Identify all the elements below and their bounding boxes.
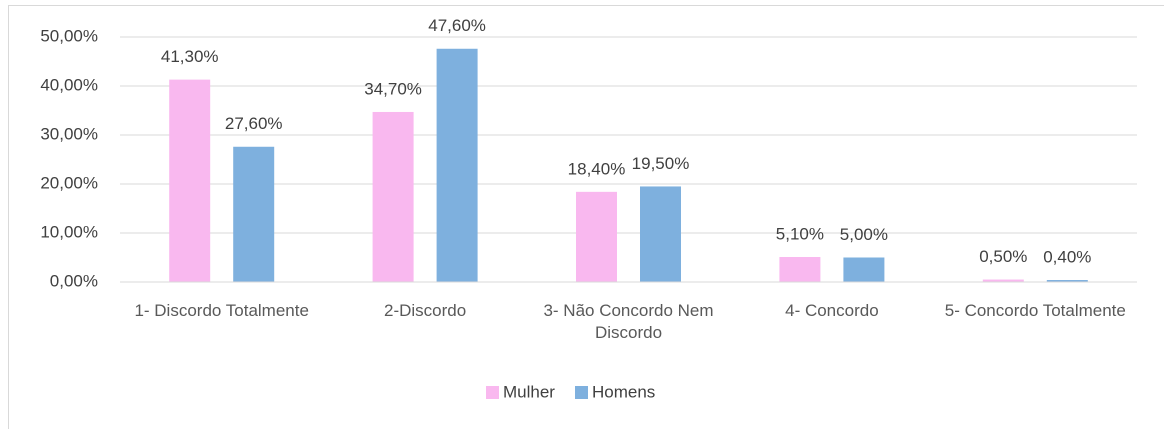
x-tick-label: 1- Discordo Totalmente: [134, 301, 309, 320]
bar: [576, 191, 617, 282]
data-label: 19,50%: [632, 154, 690, 173]
data-label: 47,60%: [428, 16, 486, 35]
data-label: 34,70%: [364, 79, 422, 98]
y-tick-label: 30,00%: [40, 124, 98, 143]
y-tick-label: 50,00%: [40, 26, 98, 45]
y-tick-label: 40,00%: [40, 75, 98, 94]
data-label: 0,50%: [979, 247, 1027, 266]
bar: [843, 257, 885, 282]
bar: [372, 111, 414, 282]
bar: [169, 79, 211, 282]
y-tick-label: 10,00%: [40, 222, 98, 241]
x-tick-label: 4- Concordo: [785, 301, 879, 320]
bar: [982, 279, 1024, 282]
x-tick-label: 5- Concordo Totalmente: [944, 301, 1126, 320]
data-label: 41,30%: [161, 47, 219, 66]
legend-label: Mulher: [503, 382, 555, 401]
y-tick-label: 0,00%: [50, 271, 98, 290]
bar: [436, 48, 478, 283]
bar: [779, 257, 821, 282]
x-tick-label: 2-Discordo: [383, 301, 467, 320]
bar: [1046, 280, 1088, 282]
data-label: 5,00%: [840, 225, 888, 244]
y-tick-label: 20,00%: [40, 173, 98, 192]
data-label: 0,40%: [1043, 248, 1091, 267]
data-label: 5,10%: [776, 224, 824, 243]
legend-label: Homens: [592, 382, 655, 401]
bar: [233, 146, 275, 282]
data-label: 27,60%: [225, 114, 283, 133]
x-tick-label: 3- Não Concordo Nem Discordo: [543, 301, 714, 342]
legend-swatch: [575, 386, 588, 399]
bar: [640, 186, 681, 282]
data-label: 18,40%: [568, 159, 626, 178]
legend-swatch: [486, 386, 499, 399]
